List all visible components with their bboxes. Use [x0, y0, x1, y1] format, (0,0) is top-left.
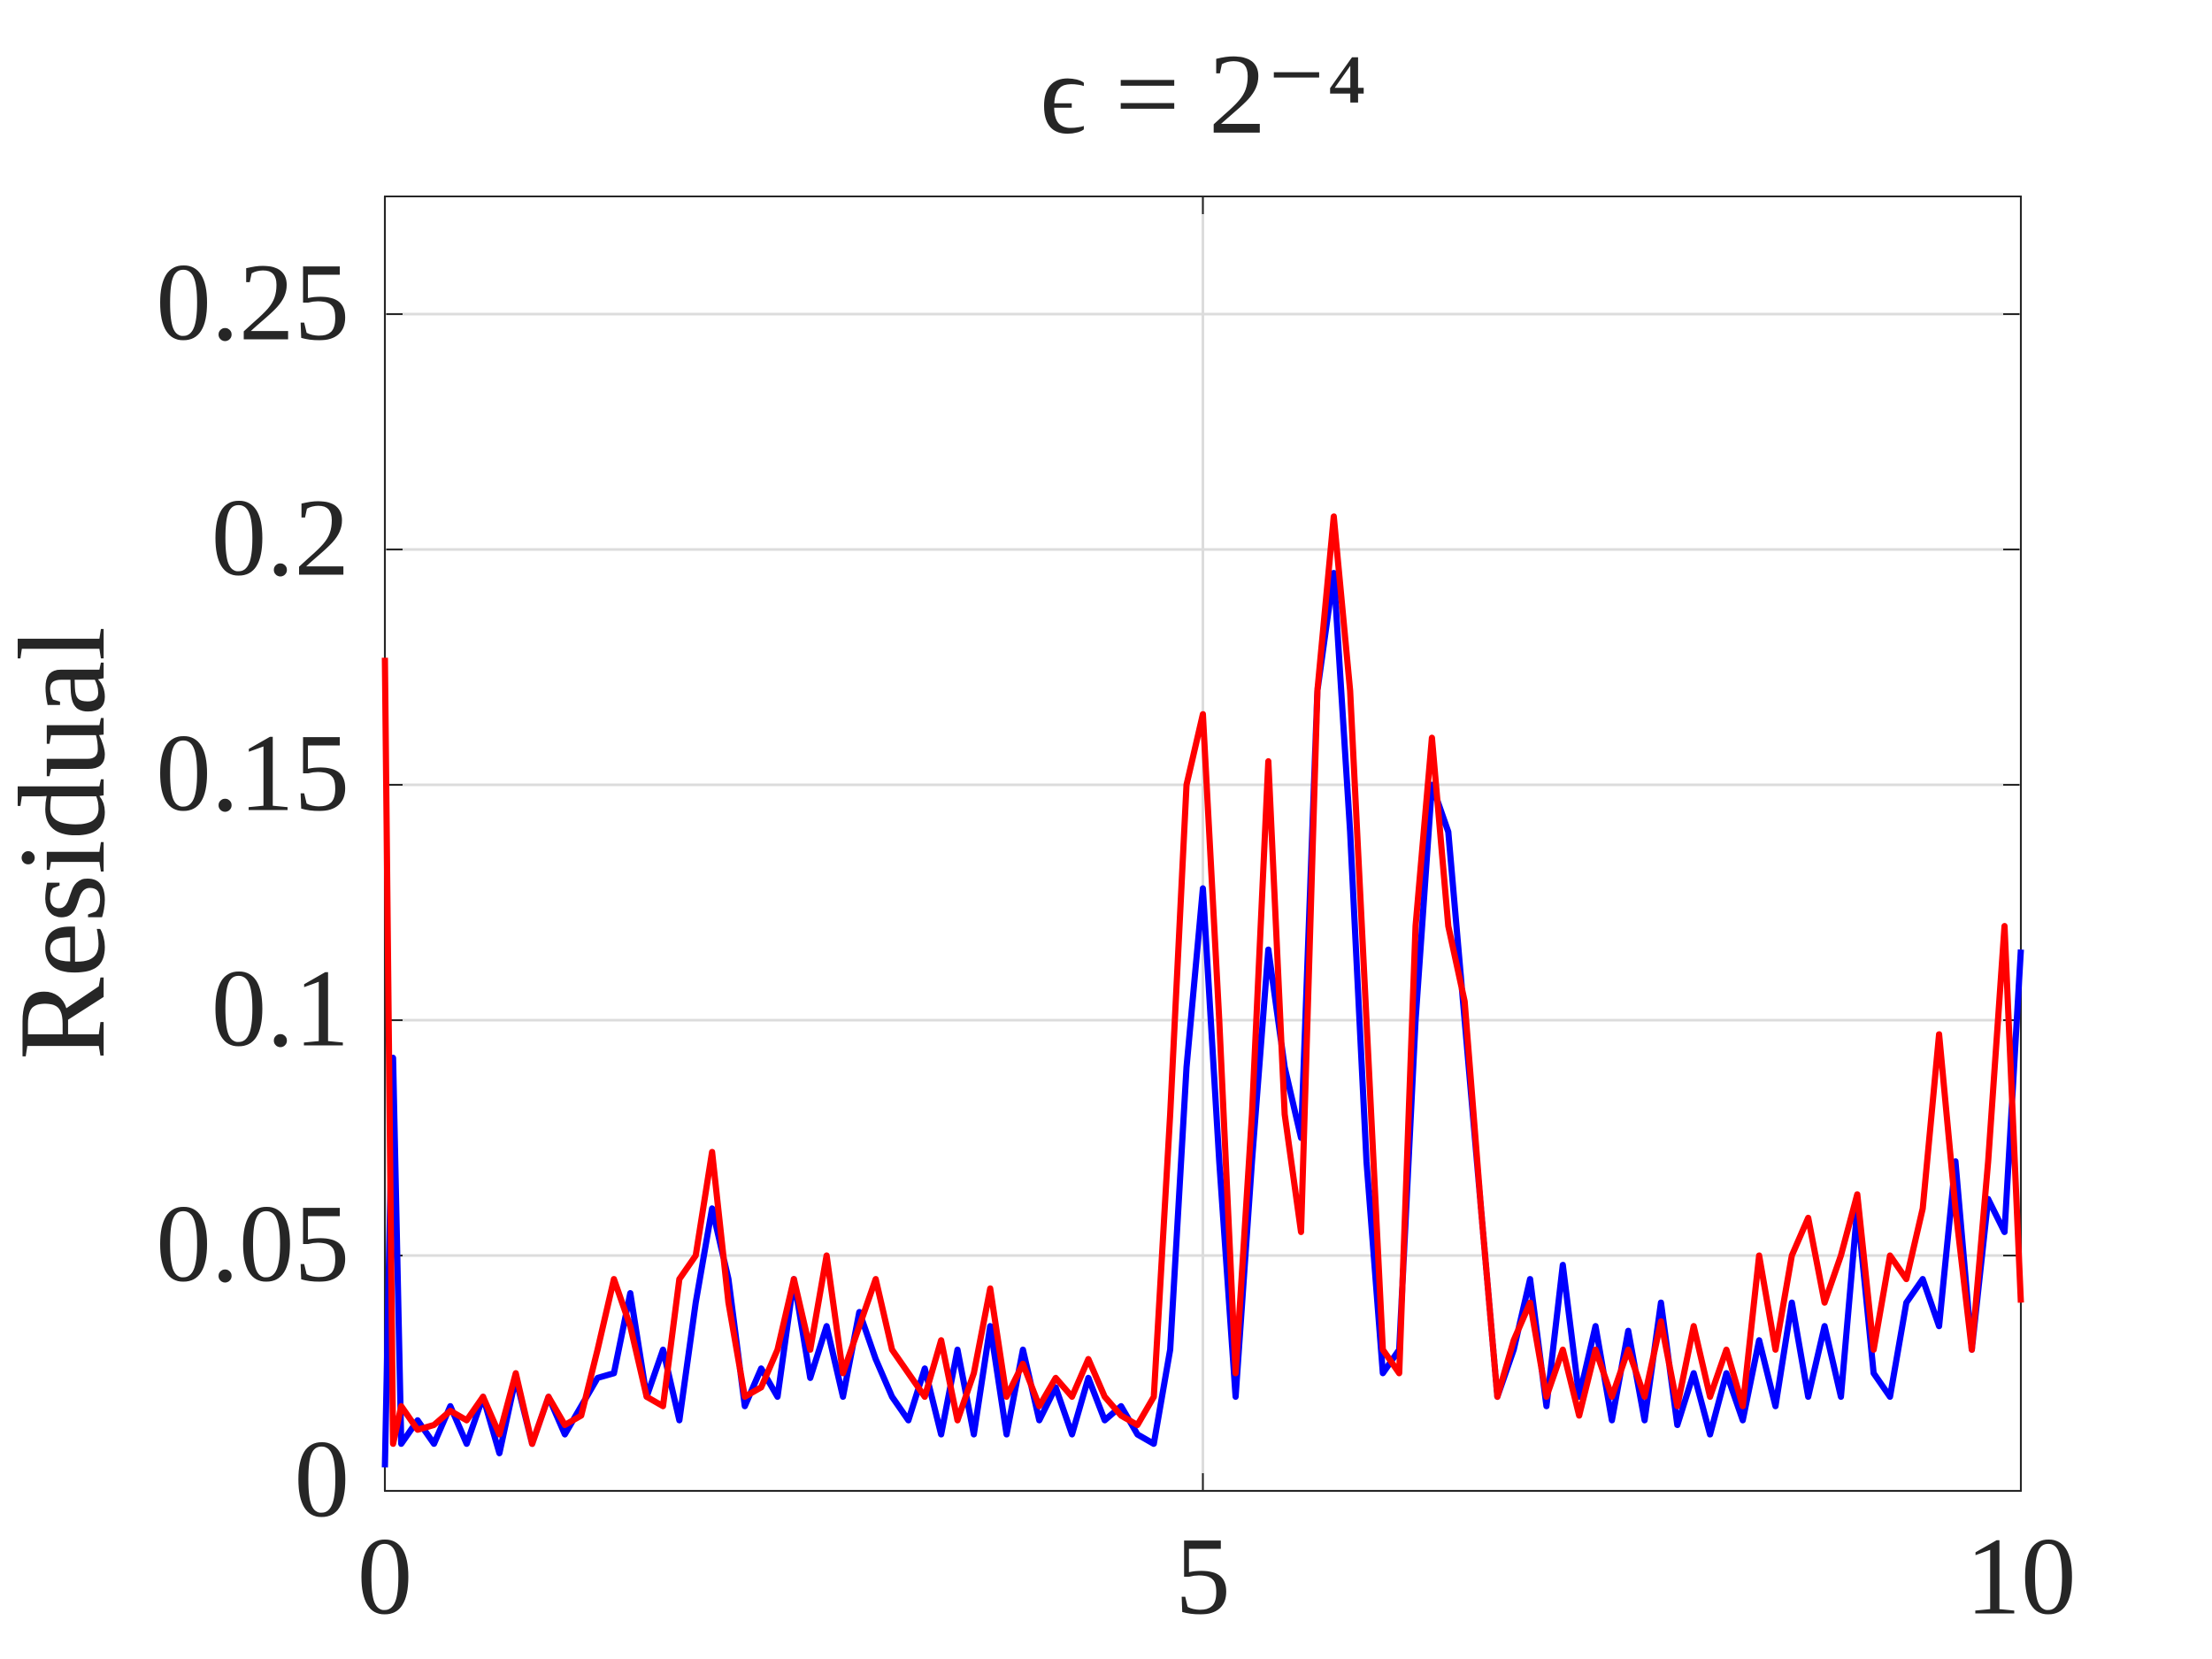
x-tick-label: 5	[1175, 1517, 1231, 1639]
y-tick-label: 0.2	[211, 478, 349, 600]
y-tick-label: 0.05	[156, 1184, 349, 1306]
data-line	[381, 513, 2024, 1448]
chart-title: ϵ = 2⁻⁴	[1040, 31, 1367, 158]
y-tick-label: 0.1	[211, 949, 349, 1071]
x-tick-label: 10	[1966, 1517, 2077, 1639]
y-tick-label: 0.15	[156, 713, 349, 835]
y-tick-label: 0	[295, 1419, 350, 1541]
y-axis-label: Residual	[0, 626, 131, 1060]
y-tick-label: 0.25	[156, 242, 349, 365]
x-tick-label: 0	[357, 1517, 413, 1639]
